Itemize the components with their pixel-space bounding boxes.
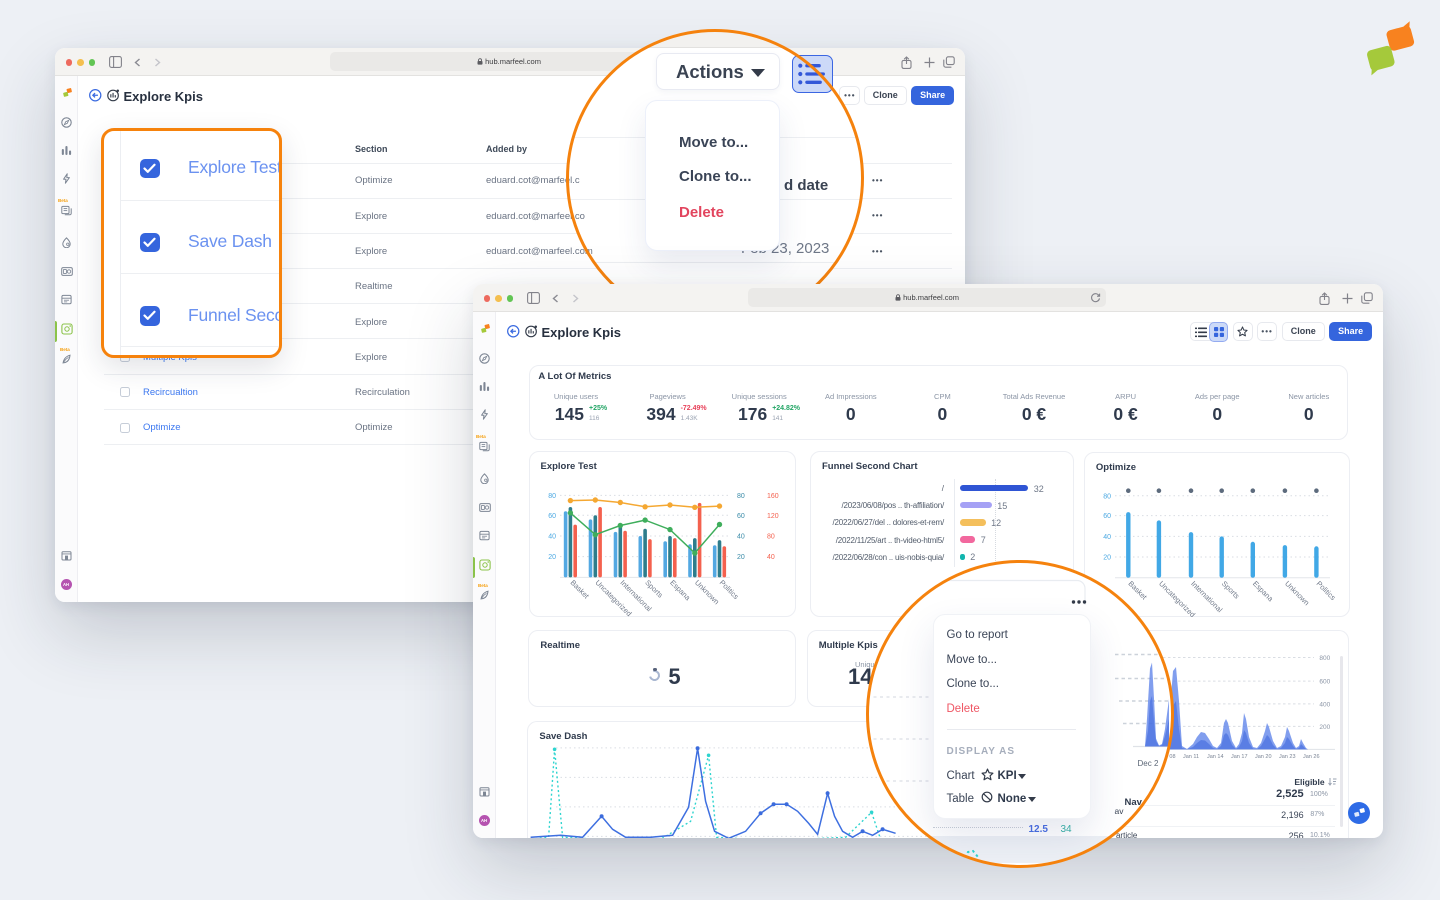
svg-text:Jan 14: Jan 14	[1207, 754, 1224, 760]
svg-text:20: 20	[548, 554, 556, 561]
svg-text:80: 80	[767, 534, 775, 541]
svg-text:Jan 20: Jan 20	[1255, 754, 1272, 760]
svg-text:60: 60	[548, 513, 556, 520]
svg-text:60: 60	[737, 513, 745, 520]
svg-text:Jan 11: Jan 11	[1183, 754, 1199, 760]
svg-text:Jan 26: Jan 26	[1303, 754, 1320, 760]
svg-text:Jan 23: Jan 23	[1279, 754, 1296, 760]
svg-text:Politics: Politics	[717, 578, 740, 601]
svg-text:Politics: Politics	[1314, 579, 1337, 602]
svg-text:40: 40	[767, 554, 775, 561]
svg-text:120: 120	[767, 513, 779, 520]
svg-text:80: 80	[1103, 493, 1111, 500]
svg-text:Espana: Espana	[1251, 579, 1276, 604]
svg-text:80: 80	[737, 493, 745, 500]
svg-text:Espana: Espana	[668, 578, 693, 603]
svg-text:60: 60	[1103, 513, 1111, 520]
svg-text:Basket: Basket	[568, 578, 590, 600]
svg-text:Unknown: Unknown	[692, 578, 720, 606]
svg-text:20: 20	[737, 554, 745, 561]
svg-text:20: 20	[1103, 554, 1111, 561]
svg-text:800: 800	[1319, 655, 1330, 662]
svg-text:Unknown: Unknown	[1283, 579, 1311, 607]
svg-text:200: 200	[1319, 723, 1330, 730]
svg-text:400: 400	[1319, 701, 1330, 708]
svg-text:Sports: Sports	[1220, 579, 1242, 601]
svg-text:Sports: Sports	[643, 578, 665, 600]
svg-text:160: 160	[767, 493, 779, 500]
svg-text:40: 40	[548, 534, 556, 541]
svg-text:40: 40	[1103, 534, 1111, 541]
svg-text:Jan 17: Jan 17	[1231, 754, 1248, 760]
svg-text:600: 600	[1319, 678, 1330, 685]
svg-text:40: 40	[737, 534, 745, 541]
svg-text:80: 80	[548, 493, 556, 500]
